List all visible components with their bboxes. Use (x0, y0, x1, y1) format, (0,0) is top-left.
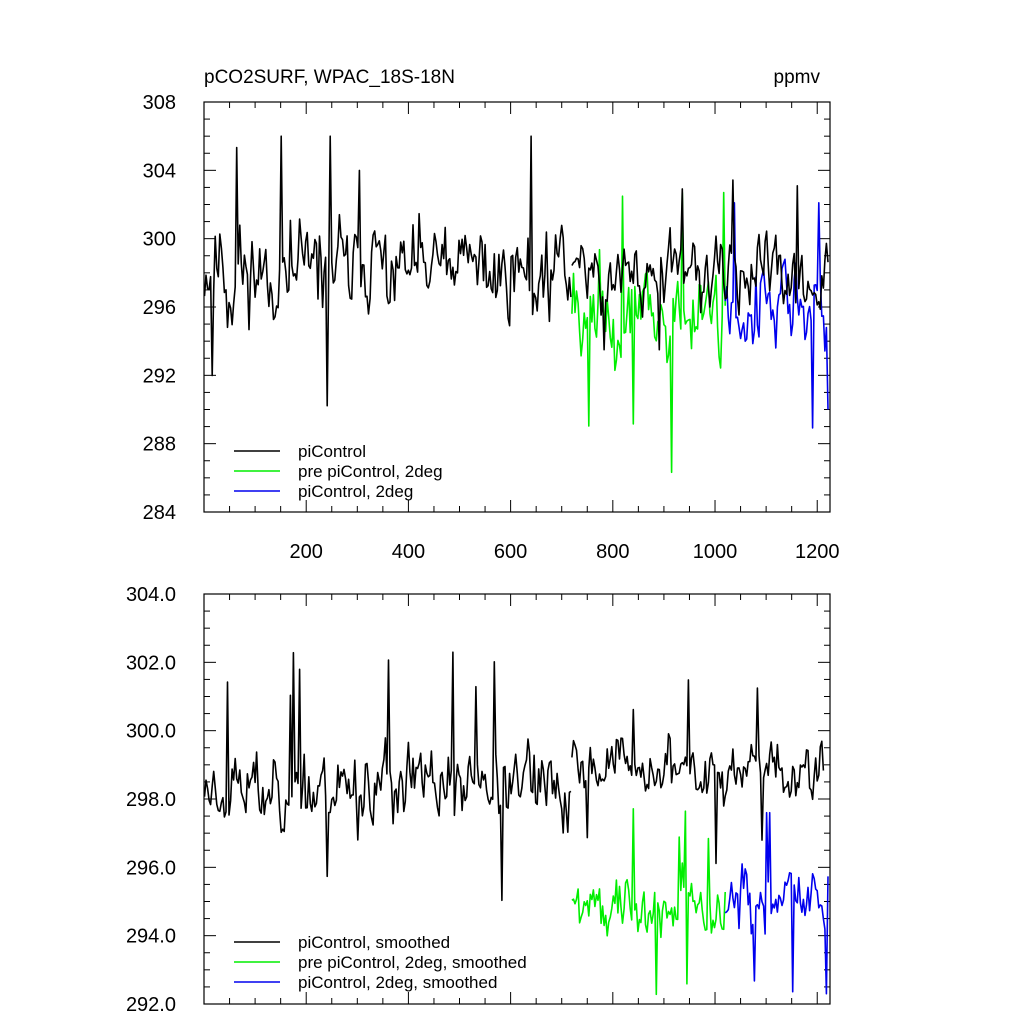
x-tick-label: 1000 (693, 541, 738, 563)
x-tick-label: 1200 (795, 541, 840, 563)
series-line-2 (724, 202, 829, 429)
x-tick-label: 600 (494, 541, 527, 563)
x-tick-label: 800 (596, 541, 629, 563)
y-tick-label: 292 (143, 365, 176, 387)
y-tick-label: 302.0 (126, 652, 176, 674)
legend-label: piControl, smoothed (298, 933, 450, 952)
x-tick-label: 200 (290, 541, 323, 563)
top-plot-area: 284 288 292 296 300 304 308 200 400 600 800 1000 120… (143, 92, 840, 563)
top-legend: piControl pre piControl, 2deg piControl,… (234, 442, 443, 501)
legend-label: pre piControl, 2deg, smoothed (298, 953, 527, 972)
bottom-panel: 292.0 294.0 296.0 298.0 300.0 302.0 304.0 piCo… (126, 584, 831, 1016)
series-line-1 (571, 808, 726, 996)
y-tick-label: 304 (143, 160, 176, 182)
x-tick-label: 400 (392, 541, 425, 563)
y-tick-label: 296 (143, 297, 176, 319)
bottom-legend: piControl, smoothed pre piControl, 2deg,… (234, 933, 527, 992)
legend-label: piControl (298, 442, 366, 461)
y-tick-label: 284 (143, 502, 176, 524)
series-line-2 (724, 811, 829, 995)
y-tick-label: 304.0 (126, 584, 176, 606)
legend-label: piControl, 2deg (298, 482, 413, 501)
series-line-overlay (571, 679, 825, 865)
y-tick-label: 298.0 (126, 789, 176, 811)
series-line-0 (203, 651, 572, 902)
y-tick-label: 294.0 (126, 926, 176, 948)
bottom-plot-area: 292.0 294.0 296.0 298.0 300.0 302.0 304.0 (126, 584, 830, 1016)
top-title-right: ppmv (774, 67, 821, 88)
y-tick-label: 300.0 (126, 721, 176, 743)
series-line-overlay (571, 179, 829, 351)
series-line-1 (571, 191, 726, 474)
y-tick-label: 288 (143, 434, 176, 456)
y-tick-label: 296.0 (126, 857, 176, 879)
top-panel: pCO2SURF, WPAC_18S-18N ppmv 284 288 292 296… (143, 67, 840, 563)
legend-label: piControl, 2deg, smoothed (298, 973, 497, 992)
series-line-0 (203, 135, 572, 407)
y-tick-label: 292.0 (126, 994, 176, 1016)
y-tick-label: 300 (143, 229, 176, 251)
legend-label: pre piControl, 2deg (298, 462, 443, 481)
bottom-frame (203, 593, 831, 1005)
top-title-left: pCO2SURF, WPAC_18S-18N (204, 67, 455, 88)
top-frame (203, 101, 831, 513)
y-tick-label: 308 (143, 92, 176, 114)
